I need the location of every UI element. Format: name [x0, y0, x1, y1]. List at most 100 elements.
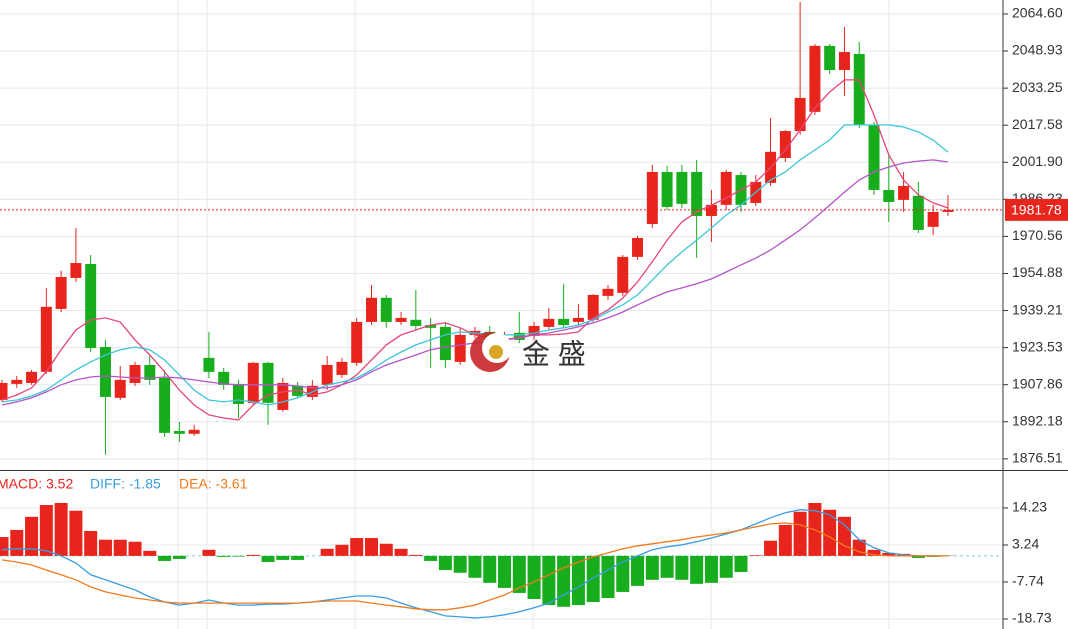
macd-bar — [512, 555, 526, 593]
candle-body — [927, 211, 939, 227]
macd-bar — [645, 555, 659, 580]
candle-body — [632, 237, 644, 257]
macd-bar — [571, 555, 585, 606]
y-tick-label: 1954.88 — [1012, 264, 1063, 280]
watermark-logo — [470, 332, 512, 372]
candle-body — [232, 383, 244, 405]
candle-body — [587, 294, 599, 320]
candle-body — [572, 317, 584, 322]
last-price-label: 1981.78 — [1011, 202, 1062, 218]
macd-bar — [69, 510, 83, 556]
y-tick-label: 2064.60 — [1012, 5, 1063, 21]
macd-bar — [10, 529, 24, 556]
macd-bar — [704, 555, 718, 583]
macd-bar — [468, 555, 482, 578]
indicator-line — [1, 124, 949, 406]
macd-bar — [778, 524, 792, 556]
macd-bar — [690, 555, 704, 584]
candle-body — [691, 171, 703, 216]
macd-bar — [837, 516, 851, 556]
legend-entry: MACD: 3.52 — [0, 476, 73, 492]
macd-bar — [291, 555, 305, 560]
candle-body — [321, 364, 333, 385]
y-tick-label: -7.74 — [1012, 573, 1044, 589]
macd-bar — [379, 543, 393, 556]
macd-bar — [660, 555, 674, 578]
macd-bar — [172, 555, 186, 559]
candle-body — [705, 204, 717, 216]
candle-body — [824, 45, 836, 71]
candle-body — [528, 325, 540, 336]
top-layer: 1981.78 MACD: 3.52 DIFF: -1.85 DEA: -3.61 — [0, 198, 1068, 492]
macd-bar — [527, 555, 541, 600]
candle-body — [838, 52, 850, 71]
macd-bar — [276, 555, 290, 560]
candle-body — [129, 364, 141, 383]
candle-body — [439, 326, 451, 361]
macd-bar — [365, 538, 378, 556]
macd-bar — [409, 554, 423, 556]
macd-bar — [498, 555, 512, 588]
macd-bar — [394, 548, 408, 556]
macd-bar — [246, 554, 260, 556]
candle-body — [188, 429, 200, 434]
macd-bar — [601, 555, 615, 599]
candle-body — [366, 297, 377, 322]
candle-body — [26, 371, 38, 383]
candle-body — [912, 195, 924, 230]
candle-body — [410, 319, 422, 326]
candle-body — [676, 171, 688, 204]
candle-body — [11, 379, 23, 384]
macd-bar — [350, 538, 364, 556]
candle-body — [809, 45, 821, 112]
candle-body — [99, 347, 111, 397]
macd-bar — [749, 555, 763, 556]
y-tick-label: 1907.86 — [1012, 375, 1063, 391]
candle-body — [262, 362, 274, 403]
candle-body — [395, 317, 407, 322]
indicator-line — [1, 509, 948, 619]
candle-body — [85, 263, 97, 348]
macd-bar — [128, 541, 142, 556]
macd-bar — [764, 540, 778, 556]
macd-bar — [54, 502, 68, 556]
v-grid — [177, 0, 890, 629]
macd-bar — [631, 555, 645, 586]
macd-bar — [438, 555, 452, 571]
macd-bar — [867, 549, 881, 556]
macd-bar — [98, 539, 112, 556]
y-tick-label: 1892.18 — [1012, 412, 1063, 428]
macd-bar — [335, 544, 349, 556]
candle-body — [40, 306, 52, 372]
y-tick-label: 2048.93 — [1012, 42, 1063, 58]
marks-layer — [0, 1, 955, 619]
candle-body — [144, 364, 156, 380]
candle-body — [380, 297, 392, 322]
macd-bar — [911, 555, 925, 558]
y-tick-label: 14.23 — [1012, 499, 1047, 515]
macd-bar — [25, 516, 39, 556]
candle-body — [55, 276, 67, 309]
candle-body — [868, 124, 880, 190]
candle-body — [646, 171, 658, 225]
indicator-line — [1, 522, 948, 611]
y-tick-label: 1939.21 — [1012, 301, 1063, 317]
candle-body — [351, 321, 363, 363]
watermark-text: 金 盛 — [522, 338, 586, 369]
candle-body — [292, 385, 304, 396]
candle-body — [898, 185, 910, 200]
macd-bar — [734, 555, 748, 573]
logo-dot — [489, 345, 503, 359]
macd-bar — [39, 505, 53, 556]
macd-bar — [158, 555, 172, 561]
y-tick-label: 2001.90 — [1012, 153, 1063, 169]
candle-body — [602, 288, 614, 296]
macd-bar — [231, 555, 245, 557]
candle-body — [942, 209, 954, 212]
legend-entry: DIFF: -1.85 — [90, 476, 161, 492]
candle-body — [794, 97, 806, 132]
candle-body — [114, 379, 126, 398]
macd-bar — [261, 555, 275, 562]
